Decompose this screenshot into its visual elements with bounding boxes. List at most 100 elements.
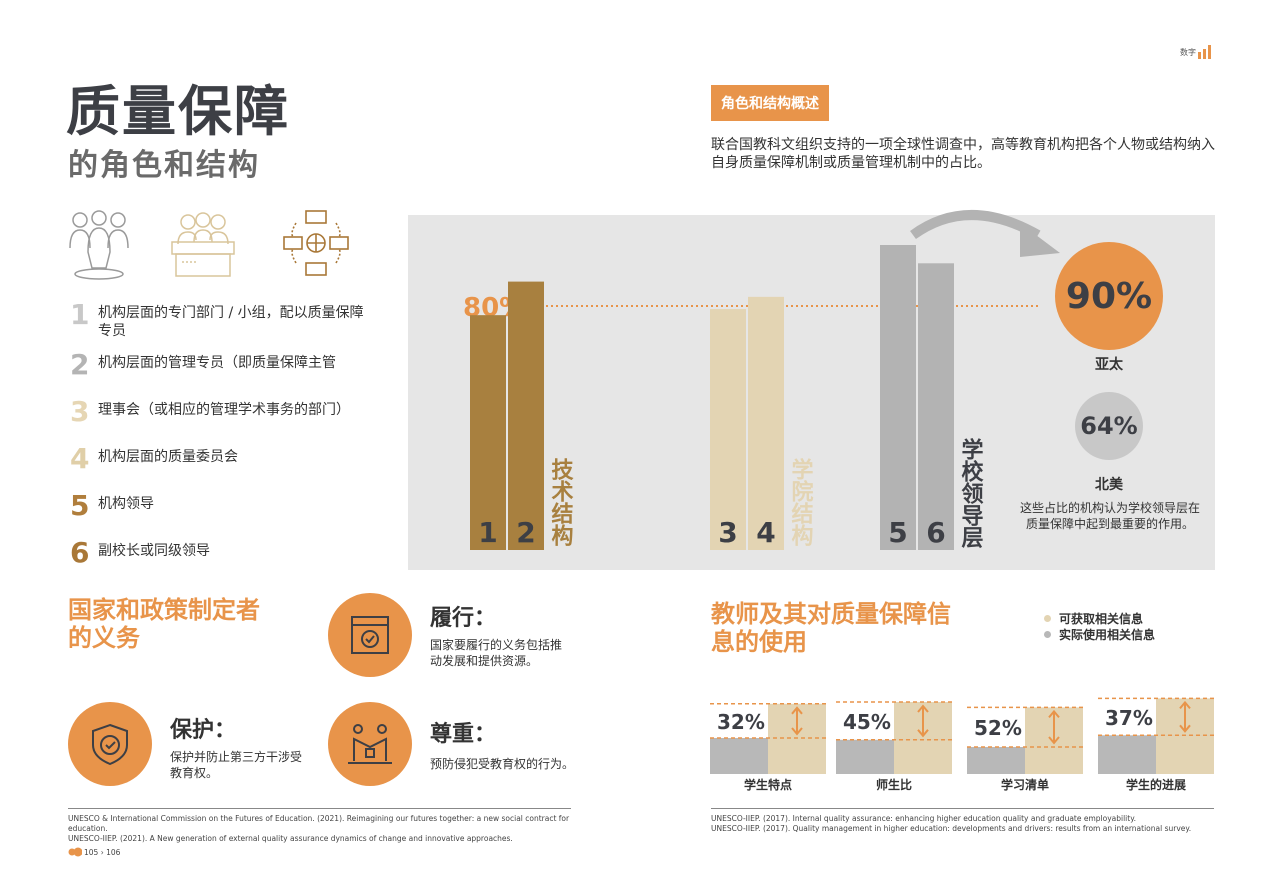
role-label: 机构层面的专门部门 / 小组，配以质量保障专员 <box>98 305 364 339</box>
legend-used: 实际使用相关信息 <box>1044 626 1155 643</box>
teachers-title: 教师及其对质量保障信息的使用 <box>711 600 951 656</box>
role-number: 4 <box>70 442 90 475</box>
people-icon <box>66 208 132 286</box>
network-icon <box>282 209 350 281</box>
callout-region: 北美 <box>1095 477 1123 493</box>
available-base <box>1025 747 1083 774</box>
page-footer: 105 › 106 <box>68 847 120 857</box>
arrow-down-icon <box>917 729 929 738</box>
group-label: 学院结构 <box>788 457 814 547</box>
bar-label: 6 <box>926 516 945 549</box>
legend-swatch <box>1044 615 1051 622</box>
pct-label: 45% <box>843 710 891 734</box>
arrow-head-icon <box>1020 223 1060 257</box>
available-base <box>894 739 952 774</box>
role-item-1: 1 机构层面的专门部门 / 小组，配以质量保障专员 <box>70 300 370 340</box>
role-number: 1 <box>70 298 90 331</box>
pct-label: 52% <box>974 716 1022 740</box>
pct-bg <box>840 708 892 735</box>
teacher-item-label: 学习清单 <box>1000 778 1049 792</box>
arrow-down-icon <box>1048 736 1060 745</box>
reference: UNESCO-IIEP. (2017). Internal quality as… <box>711 814 1136 823</box>
legend-swatch <box>1044 631 1051 638</box>
role-item-3: 3 理事会（或相应的管理学术事务的部门） <box>70 397 370 427</box>
role-item-4: 4 机构层面的质量委员会 <box>70 444 370 474</box>
role-item-6: 6 副校长或同级领导 <box>70 538 370 568</box>
teacher-item-label: 学生的进展 <box>1125 778 1186 792</box>
bar-6 <box>918 263 954 550</box>
callout-region: 亚太 <box>1095 357 1123 373</box>
legend-available: 可获取相关信息 <box>1044 610 1143 627</box>
arrow-up-icon <box>1179 700 1191 710</box>
bar-chart-icon <box>1198 44 1214 59</box>
page-subtitle: 的角色和结构 <box>68 148 260 183</box>
reference: UNESCO-IIEP. (2021). A New generation of… <box>68 834 513 843</box>
teacher-item-label: 师生比 <box>875 778 912 792</box>
bar-2 <box>508 281 544 550</box>
roles-bar-chart: 80%1 2 技术结构 3 4 学院结构 5 6 学校领导层 <box>463 210 1060 550</box>
reference: UNESCO & International Commission on the… <box>68 814 570 833</box>
group-label: 技术结构 <box>548 458 574 547</box>
handshake-icon <box>328 702 412 786</box>
role-item-2: 2 机构层面的管理专员（即质量保障主管 <box>70 350 370 380</box>
logo-icon <box>68 847 82 857</box>
pct-bg <box>714 708 766 735</box>
role-item-5: 5 机构领导 <box>70 491 370 521</box>
pct-label: 37% <box>1105 706 1153 730</box>
role-number: 6 <box>70 536 90 569</box>
bar-5 <box>880 245 916 550</box>
bar-1 <box>470 315 506 550</box>
bar-3 <box>710 309 746 550</box>
legend-label: 实际使用相关信息 <box>1059 628 1156 642</box>
shield-check-icon <box>68 702 152 786</box>
duty-text: 保护并防止第三方干涉受教育权。 <box>170 750 303 780</box>
arrow-up-icon <box>1048 709 1060 719</box>
pct-bg <box>1102 704 1154 731</box>
role-number: 5 <box>70 489 90 522</box>
available-base <box>768 738 826 774</box>
category-label: 数字 <box>1180 48 1196 57</box>
teacher-item-label: 学生特点 <box>743 778 792 792</box>
bar-4 <box>748 296 784 550</box>
divider <box>68 808 571 809</box>
overview-intro: 联合国教科文组织支持的一项全球性调查中，高等教育机构把各个人物或结构纳入自身质量… <box>711 137 1215 171</box>
role-label: 机构层面的管理专员（即质量保障主管 <box>98 355 336 371</box>
arrow-up-icon <box>917 704 929 713</box>
arrow-up-icon <box>791 706 803 715</box>
divider <box>711 808 1214 809</box>
page-title: 质量保障 <box>66 80 290 143</box>
north-america-callout: 64% <box>1075 392 1143 460</box>
role-label: 理事会（或相应的管理学术事务的部门） <box>98 402 350 418</box>
arrow-icon <box>910 210 1041 240</box>
bar-label: 2 <box>516 516 535 549</box>
legend-label: 可获取相关信息 <box>1059 612 1144 626</box>
overview-tag: 角色和结构概述 <box>711 85 829 121</box>
available-base <box>1156 735 1214 774</box>
page-numbers: 105 › 106 <box>84 847 121 857</box>
document-check-icon <box>328 593 412 677</box>
group-label: 学校领导层 <box>958 437 984 549</box>
callout-value: 90% <box>1065 275 1153 317</box>
references-left: UNESCO & International Commission on the… <box>68 814 588 844</box>
asia-pacific-callout: 90% <box>1055 242 1163 350</box>
role-label: 机构层面的质量委员会 <box>98 449 238 465</box>
reference: UNESCO-IIEP. (2017). Quality management … <box>711 824 1192 833</box>
duty-title: 尊重： <box>430 722 497 747</box>
role-label: 机构领导 <box>98 496 154 512</box>
duty-text: 预防侵犯受教育权的行为。 <box>430 757 575 771</box>
arrow-down-icon <box>1179 724 1191 733</box>
role-number: 2 <box>70 348 90 381</box>
duty-title: 履行： <box>430 606 497 631</box>
teacher-info-chart: 32% 45% 52% 37% <box>710 697 1214 774</box>
callout-value: 64% <box>1080 412 1138 440</box>
pct-bg <box>971 715 1023 742</box>
duties-title: 国家和政策制定者的义务 <box>68 596 260 652</box>
role-label: 副校长或同级领导 <box>98 543 210 559</box>
committee-icon <box>168 210 238 284</box>
duty-title: 保护： <box>170 718 237 743</box>
chart-note: 这些占比的机构认为学校领导层在质量保障中起到最重要的作用。 <box>1020 501 1201 531</box>
role-number: 3 <box>70 395 90 428</box>
bar-label: 1 <box>478 516 497 549</box>
bar-label: 4 <box>756 516 775 549</box>
duty-text: 国家要履行的义务包括推动发展和提供资源。 <box>430 638 563 668</box>
